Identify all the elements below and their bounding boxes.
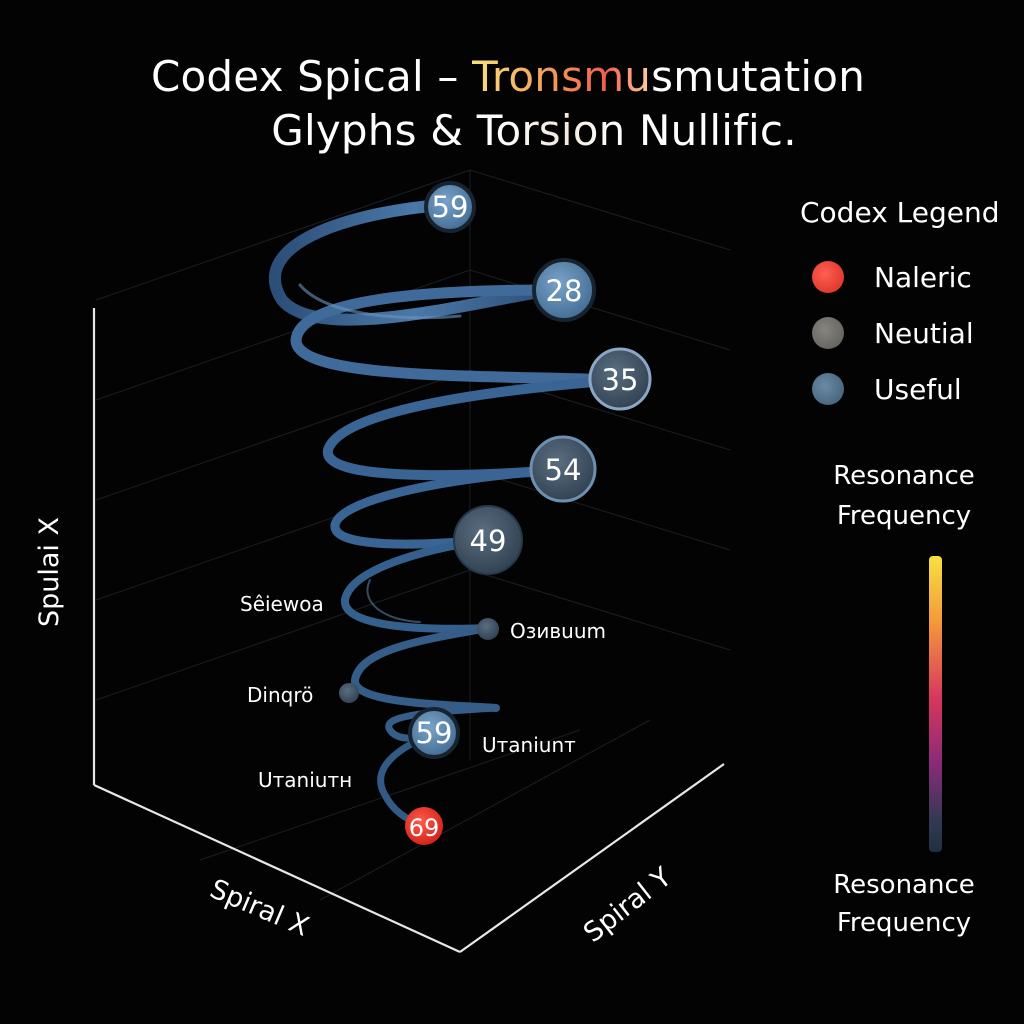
legend-swatch xyxy=(812,317,844,349)
colorbar xyxy=(929,556,942,852)
axes xyxy=(92,308,725,954)
title-highlight: Tronsmu xyxy=(472,52,652,101)
title-text: Nullific. xyxy=(625,106,797,155)
chart-title-line-1: Codex Spical – Tronsmusmutation xyxy=(0,52,1020,101)
chart-title-line-2: Glyphs & Torsion Nullific. xyxy=(22,106,1024,155)
legend-label: Naleric xyxy=(874,260,972,294)
legend-label: Useful xyxy=(874,372,962,406)
data-point: 49 xyxy=(453,505,523,575)
spiral-ribbon xyxy=(269,199,624,830)
grid-lines xyxy=(95,169,731,901)
data-point: 28 xyxy=(532,258,596,322)
title-text: Glyphs & T xyxy=(271,106,496,155)
legend-item-naleric: Naleric xyxy=(800,249,1020,305)
point-label: Uтaniunт xyxy=(482,733,576,757)
point-label: Oзивuum xyxy=(510,619,606,643)
legend: Codex Legend Naleric Neutial Useful xyxy=(800,196,1020,417)
data-label: 28 xyxy=(546,274,583,308)
legend-item-neutial: Neutial xyxy=(800,305,1020,361)
y-axis xyxy=(459,763,725,953)
colorbar-label: Resonance Frequency xyxy=(806,866,1002,942)
title-highlight: orsion xyxy=(495,106,626,155)
data-point: 59 xyxy=(424,181,476,233)
vertical-axis-label: Spulai X xyxy=(34,517,65,627)
point-label: Dinqrö xyxy=(247,683,313,707)
legend-item-useful: Useful xyxy=(800,361,1020,417)
annotation-label: Sêiewoa xyxy=(240,592,324,616)
x-axis-label: Spiral X xyxy=(205,874,313,943)
colorbar-title: Resonance Frequency xyxy=(806,456,1002,536)
legend-swatch xyxy=(812,261,844,293)
legend-swatch xyxy=(812,373,844,405)
colorbar-label-text: Resonance Frequency xyxy=(833,870,975,938)
data-point: 59 xyxy=(408,707,460,759)
data-label: 59 xyxy=(416,716,453,750)
data-point: 54 xyxy=(529,435,597,503)
data-label: 49 xyxy=(470,524,507,558)
legend-title: Codex Legend xyxy=(800,196,1000,229)
title-text: Codex Spical – xyxy=(150,52,473,101)
data-label: 35 xyxy=(602,363,639,397)
data-point: 35 xyxy=(588,347,652,411)
y-axis-label: Spiral Y xyxy=(578,861,678,949)
title-text: smutation xyxy=(651,52,866,101)
data-label: 69 xyxy=(409,814,440,842)
data-point: 69 xyxy=(405,807,443,845)
x-axis xyxy=(93,783,461,954)
annotation-label: Uтaniuтн xyxy=(258,768,352,792)
colorbar-title-text: Resonance Frequency xyxy=(833,461,975,531)
data-point xyxy=(477,618,499,640)
data-label: 59 xyxy=(432,190,469,224)
data-point xyxy=(339,683,359,703)
legend-label: Neutial xyxy=(874,316,974,350)
data-label: 54 xyxy=(545,453,582,487)
